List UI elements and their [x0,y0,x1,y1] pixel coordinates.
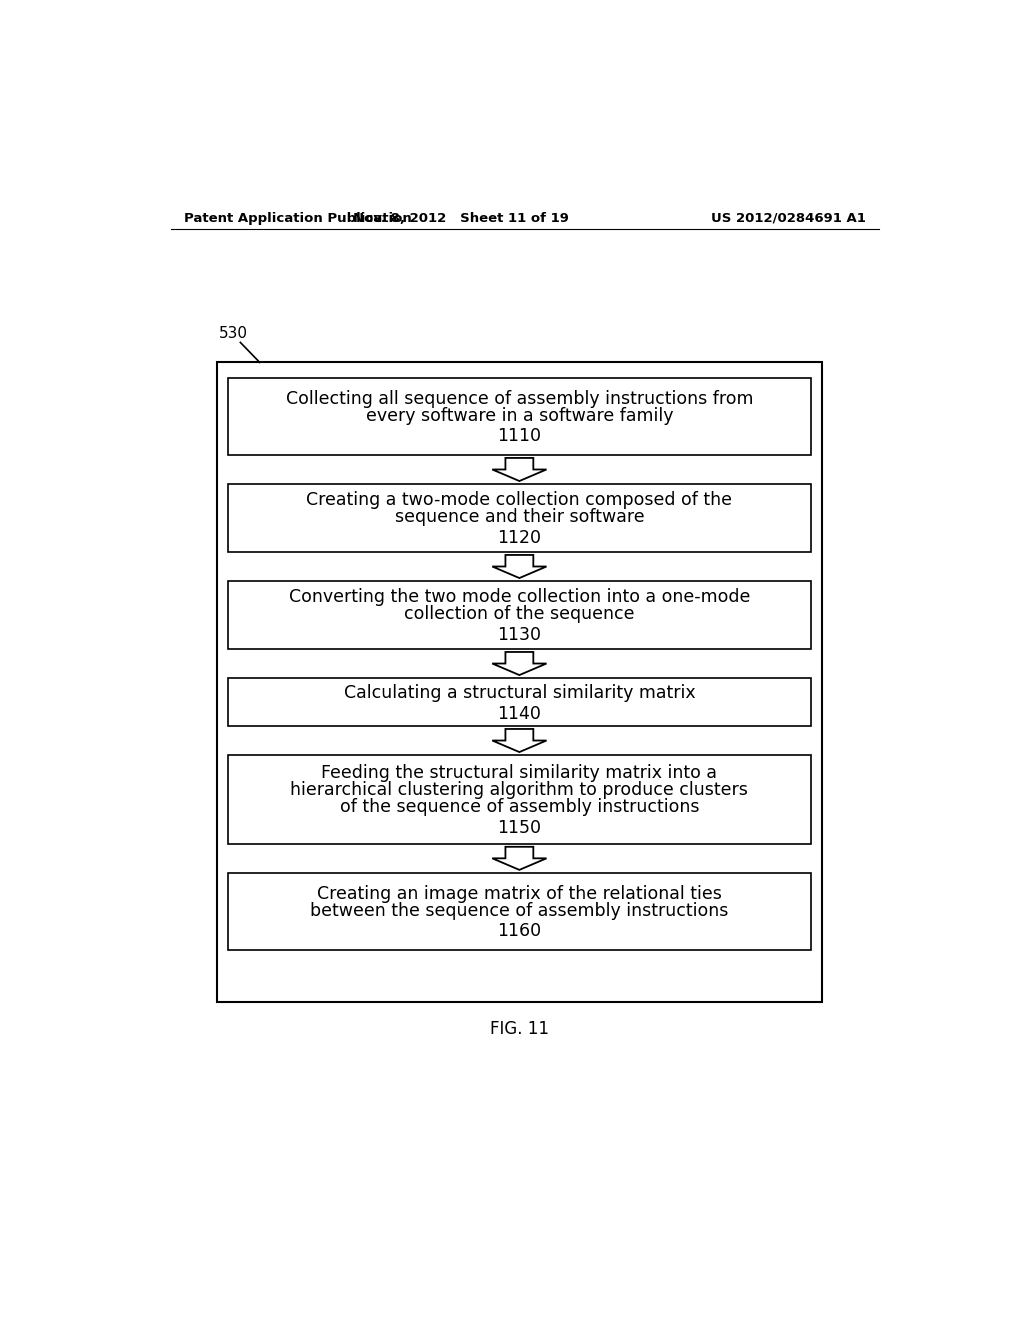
Polygon shape [493,729,547,752]
Text: every software in a software family: every software in a software family [366,407,673,425]
Text: 1130: 1130 [498,626,542,644]
Text: Patent Application Publication: Patent Application Publication [183,213,412,224]
Bar [228,378,811,455]
Text: 530: 530 [219,326,248,341]
Text: US 2012/0284691 A1: US 2012/0284691 A1 [711,213,866,224]
Text: Feeding the structural similarity matrix into a: Feeding the structural similarity matrix… [322,764,718,783]
Text: FIG. 11: FIG. 11 [489,1019,549,1038]
Text: collection of the sequence: collection of the sequence [404,606,635,623]
Bar [228,484,811,552]
Bar [228,678,811,726]
Text: Creating a two-mode collection composed of the: Creating a two-mode collection composed … [306,491,732,510]
Text: sequence and their software: sequence and their software [394,508,644,527]
Text: 1110: 1110 [498,428,542,445]
Polygon shape [493,458,547,480]
Polygon shape [493,652,547,675]
Bar [228,581,811,649]
Bar [217,363,821,1002]
Text: 1150: 1150 [498,818,542,837]
Bar [228,755,811,843]
Text: 1120: 1120 [498,529,542,546]
Text: Calculating a structural similarity matrix: Calculating a structural similarity matr… [344,684,695,702]
Polygon shape [493,554,547,578]
Text: Nov. 8, 2012   Sheet 11 of 19: Nov. 8, 2012 Sheet 11 of 19 [353,213,569,224]
Text: Collecting all sequence of assembly instructions from: Collecting all sequence of assembly inst… [286,389,753,408]
Text: between the sequence of assembly instructions: between the sequence of assembly instruc… [310,902,728,920]
Text: of the sequence of assembly instructions: of the sequence of assembly instructions [340,799,699,816]
Text: hierarchical clustering algorithm to produce clusters: hierarchical clustering algorithm to pro… [291,781,749,799]
Text: 1160: 1160 [498,923,542,940]
Text: Creating an image matrix of the relational ties: Creating an image matrix of the relation… [317,884,722,903]
Text: Converting the two mode collection into a one-mode: Converting the two mode collection into … [289,589,750,606]
Bar [228,873,811,950]
Polygon shape [493,847,547,870]
Text: 1140: 1140 [498,705,542,722]
